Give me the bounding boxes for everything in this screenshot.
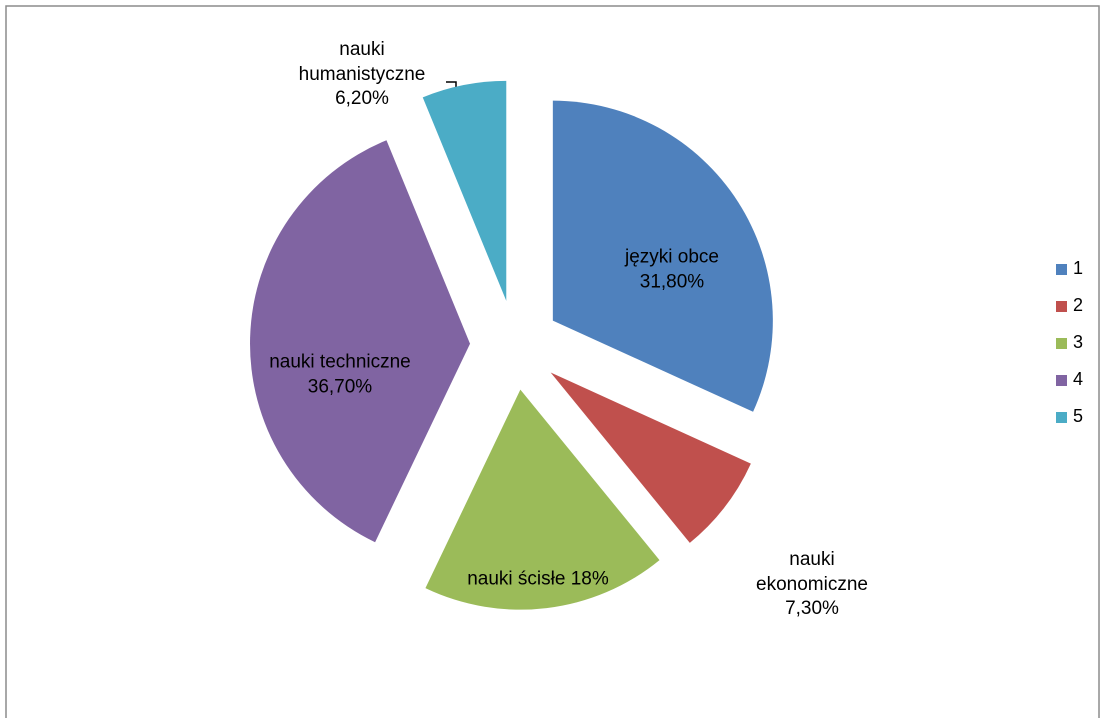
slice-value: 7,30% (785, 598, 839, 620)
legend-entry: 2 (1056, 295, 1083, 316)
legend-entry: 3 (1056, 332, 1083, 353)
legend-swatch (1056, 337, 1067, 349)
legend-entry: 1 (1056, 258, 1083, 279)
legend-swatch (1056, 411, 1067, 423)
legend-swatch (1056, 300, 1067, 312)
slice-label: nauki ścisłe 18% (423, 568, 653, 593)
slice-label: języki obce 31,80% (602, 245, 742, 294)
chart-border (5, 5, 1100, 718)
slice-label: nauki ekonomiczne 7,30% (737, 548, 887, 622)
slice-name: nauki ścisłe (467, 568, 566, 590)
slice-name: nauki ekonomiczne (756, 548, 868, 595)
pie-slice (250, 140, 471, 543)
slice-name: nauki techniczne (269, 351, 411, 373)
legend-label: 5 (1073, 406, 1084, 426)
slice-label: nauki techniczne 36,70% (230, 350, 450, 399)
pie-slice (550, 372, 751, 543)
slice-name: języki obce (625, 246, 719, 268)
legend-label: 2 (1073, 295, 1084, 315)
pie-slice (425, 389, 660, 610)
slice-value: 18% (570, 568, 609, 590)
slice-value: 36,70% (307, 376, 373, 397)
legend-label: 3 (1073, 332, 1084, 352)
pie-slice (552, 100, 773, 412)
legend-label: 1 (1073, 258, 1084, 278)
pie-slice (422, 80, 507, 301)
legend-swatch (1056, 263, 1067, 275)
legend-entry: 4 (1056, 369, 1083, 390)
slice-value: 6,20% (335, 88, 389, 110)
legend-swatch (1056, 374, 1067, 386)
slice-name: nauki humanistyczne (298, 38, 426, 85)
slice-label: nauki humanistyczne 6,20% (287, 38, 437, 112)
legend-entry: 5 (1056, 406, 1083, 427)
slice-value: 31,80% (639, 271, 705, 292)
legend-label: 4 (1073, 369, 1084, 389)
